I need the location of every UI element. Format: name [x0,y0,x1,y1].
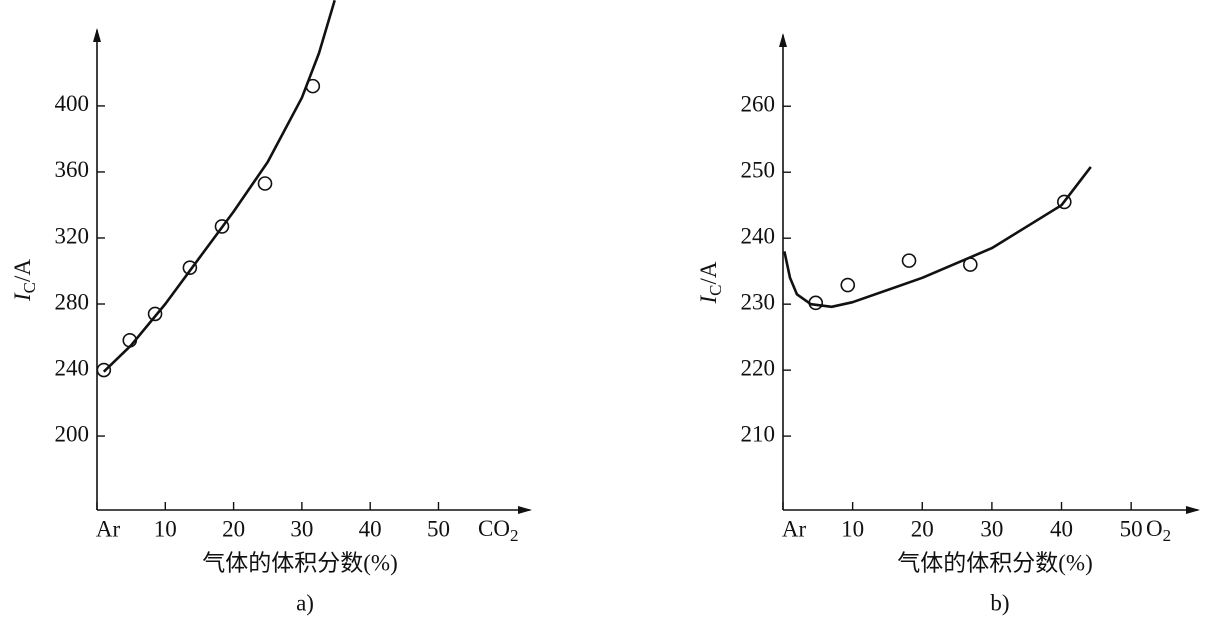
x-tick-label: Ar [782,516,807,541]
y-axis-label: IC/A [696,261,725,304]
y-label-sub: C [706,284,725,295]
y-label-sub: C [20,282,39,293]
y-label-rest: /A [696,261,721,284]
y-arrow [779,33,787,47]
y-tick-label: 250 [741,158,776,183]
x-end-main: CO [478,516,510,541]
x-tick-label: 40 [1050,516,1073,541]
y-tick-label: 210 [741,421,776,446]
y-tick-label: 260 [741,92,776,117]
y-tick-label: 240 [741,223,776,248]
x-axis-label: 气体的体积分数(%) [202,550,397,575]
y-tick-label: 200 [55,421,90,446]
x-tick-label: 10 [154,516,177,541]
x-tick-label: 30 [980,516,1003,541]
x-axis-label: 气体的体积分数(%) [897,550,1092,575]
x-end-main: O [1146,516,1163,541]
panel-label: a) [296,590,314,615]
y-label-main: I [696,295,721,305]
y-axis-label: IC/A [10,259,39,302]
x-end-sub: 2 [1163,526,1172,545]
y-tick-label: 220 [741,355,776,380]
fit-curve [783,166,1092,309]
y-label-rest: /A [10,259,35,282]
x-arrow [518,506,532,514]
panel-label: b) [990,590,1009,615]
y-arrow [93,28,101,42]
x-tick-label: 20 [222,516,245,541]
x-tick-label: 40 [359,516,382,541]
y-tick-label: 400 [55,91,90,116]
x-end-sub: 2 [510,526,519,545]
x-tick-label: 10 [841,516,864,541]
x-arrow [1186,506,1200,514]
y-tick-label: 280 [55,289,90,314]
y-tick-label: 320 [55,223,90,248]
x-end-label: O2 [1146,516,1171,545]
fit-curve [102,0,336,373]
x-tick-label: 50 [1120,516,1143,541]
data-point [840,277,856,293]
y-label-main: I [10,292,35,302]
x-tick-label: 50 [427,516,450,541]
x-end-label: CO2 [478,516,518,545]
y-tick-label: 230 [741,289,776,314]
x-tick-label: Ar [96,516,121,541]
x-tick-label: 20 [911,516,934,541]
x-tick-label: 30 [290,516,313,541]
y-tick-label: 240 [55,355,90,380]
data-point [257,176,273,191]
data-point [901,253,917,268]
y-tick-label: 360 [55,157,90,182]
